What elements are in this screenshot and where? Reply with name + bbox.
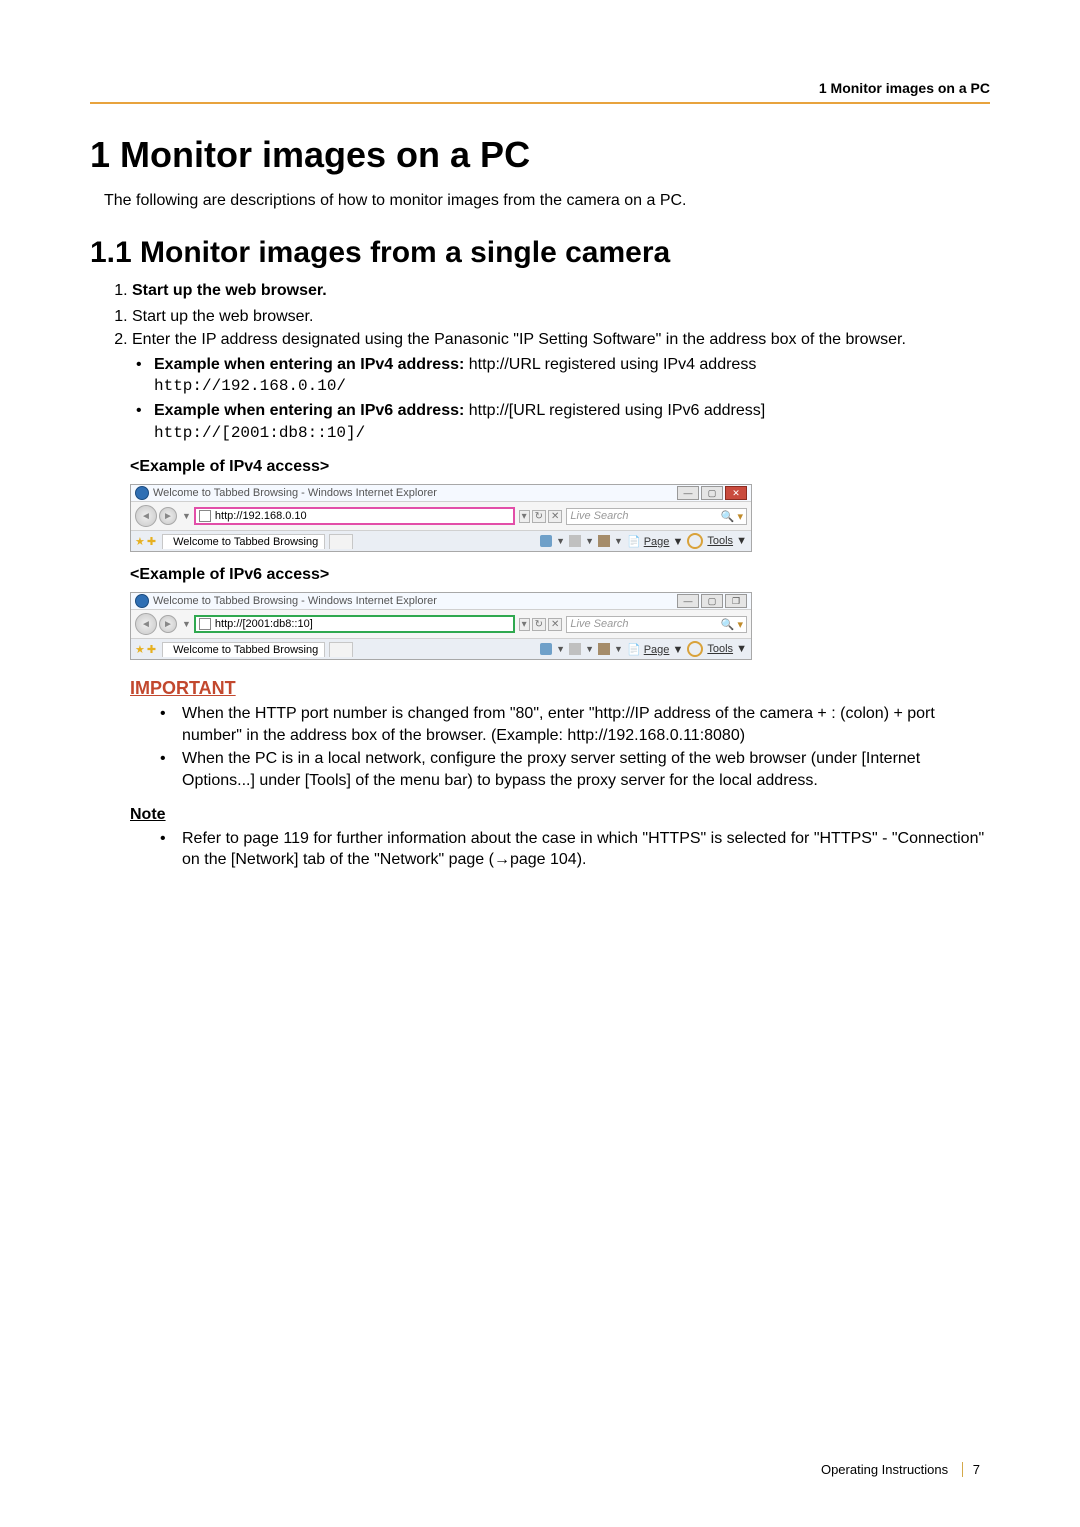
favorites-icon[interactable]: ★ <box>135 535 145 548</box>
window-buttons: — ▢ ✕ <box>677 486 747 500</box>
nav-dropdown[interactable]: ▼ <box>179 511 194 521</box>
back-button[interactable]: ◄ <box>135 505 157 527</box>
page-footer: Operating Instructions 7 <box>821 1462 990 1477</box>
new-tab-button[interactable] <box>329 534 353 549</box>
dropdown-icon[interactable]: ▾ <box>519 618 530 631</box>
stop-icon[interactable]: ✕ <box>548 618 562 631</box>
important-heading: IMPORTANT <box>130 678 990 699</box>
address-bar[interactable]: http://192.168.0.10 <box>194 507 515 525</box>
search-box[interactable]: Live Search 🔍 ▾ <box>566 508 747 525</box>
maximize-button[interactable]: ▢ <box>701 486 723 500</box>
window-title: Welcome to Tabbed Browsing - Windows Int… <box>153 487 677 499</box>
print-icon[interactable] <box>598 535 610 547</box>
refresh-icon[interactable]: ↻ <box>532 510 546 523</box>
tools-menu[interactable]: Tools ▼ <box>707 535 747 547</box>
ordered-steps: Start up the web browser. Enter the IP a… <box>104 306 990 445</box>
refresh-icon[interactable]: ↻ <box>532 618 546 631</box>
tab-label: Welcome to Tabbed Browsing <box>173 536 318 548</box>
forward-button[interactable]: ► <box>159 507 177 525</box>
add-favorites-icon[interactable]: ✚ <box>147 535 156 548</box>
page-icon <box>199 618 211 630</box>
titlebar: Welcome to Tabbed Browsing - Windows Int… <box>131 593 751 610</box>
tab-row: ★ ✚ Welcome to Tabbed Browsing ▼ ▼ ▼ 📄 P… <box>131 639 751 659</box>
browser-tab[interactable]: Welcome to Tabbed Browsing <box>162 534 325 549</box>
window-title: Welcome to Tabbed Browsing - Windows Int… <box>153 595 677 607</box>
add-favorites-icon[interactable]: ✚ <box>147 643 156 656</box>
ipv4-example-line: Example when entering an IPv4 address: h… <box>154 354 990 398</box>
page-icon <box>199 510 211 522</box>
address-controls: ▾ ↻ ✕ <box>519 618 563 631</box>
url-text: http://192.168.0.10 <box>215 510 307 522</box>
note-list: Refer to page 119 for further informatio… <box>160 828 990 871</box>
step-1: Start up the web browser. /*placeholder*… <box>132 280 990 302</box>
ie-icon <box>135 594 149 608</box>
steps-list: Start up the web browser. /*placeholder*… <box>104 280 990 302</box>
note-item-1: Refer to page 119 for further informatio… <box>160 828 990 871</box>
maximize-button[interactable]: ▢ <box>701 594 723 608</box>
browser-tab[interactable]: Welcome to Tabbed Browsing <box>162 642 325 657</box>
ipv4-screenshot: Welcome to Tabbed Browsing - Windows Int… <box>130 484 752 552</box>
important-list: When the HTTP port number is changed fro… <box>160 703 990 791</box>
home-icon[interactable] <box>540 535 552 547</box>
back-button[interactable]: ◄ <box>135 613 157 635</box>
important-item-2: When the PC is in a local network, confi… <box>160 748 990 791</box>
home-icon[interactable] <box>540 643 552 655</box>
nav-dropdown[interactable]: ▼ <box>179 619 194 629</box>
toolbar: ▼ ▼ ▼ 📄 Page ▼ Tools ▼ <box>540 641 747 657</box>
tools-menu[interactable]: Tools ▼ <box>707 643 747 655</box>
page-menu[interactable]: 📄 Page ▼ <box>627 643 683 656</box>
ipv6-screenshot: Welcome to Tabbed Browsing - Windows Int… <box>130 592 752 660</box>
search-box[interactable]: Live Search 🔍 ▾ <box>566 616 747 633</box>
footer-text: Operating Instructions <box>821 1462 948 1477</box>
step-item-1: Start up the web browser. <box>132 306 990 328</box>
minimize-button[interactable]: — <box>677 594 699 608</box>
favorites-icon[interactable]: ★ <box>135 643 145 656</box>
search-placeholder: Live Search <box>570 510 628 522</box>
tab-label: Welcome to Tabbed Browsing <box>173 644 318 656</box>
forward-button[interactable]: ► <box>159 615 177 633</box>
address-row: ◄ ► ▼ http://192.168.0.10 ▾ ↻ ✕ Live Sea… <box>131 502 751 531</box>
intro-text: The following are descriptions of how to… <box>104 192 990 210</box>
search-icon[interactable]: 🔍 ▾ <box>721 510 743 523</box>
ipv6-example-line: Example when entering an IPv6 address: h… <box>154 400 990 444</box>
step2-sublist: Example when entering an IPv4 address: h… <box>132 354 990 444</box>
stop-icon[interactable]: ✕ <box>548 510 562 523</box>
dropdown-icon[interactable]: ▾ <box>519 510 530 523</box>
footer-page-number: 7 <box>962 1462 990 1477</box>
page-menu[interactable]: 📄 Page ▼ <box>627 535 683 548</box>
tools-icon[interactable] <box>687 641 703 657</box>
print-icon[interactable] <box>598 643 610 655</box>
running-header: 1 Monitor images on a PC <box>90 80 990 96</box>
url-text: http://[2001:db8::10] <box>215 618 313 630</box>
search-placeholder: Live Search <box>570 618 628 630</box>
important-item-1: When the HTTP port number is changed fro… <box>160 703 990 746</box>
restore-button[interactable]: ❐ <box>725 594 747 608</box>
header-divider <box>90 102 990 104</box>
ipv4-example-heading: <Example of IPv4 access> <box>130 458 990 476</box>
address-bar[interactable]: http://[2001:db8::10] <box>194 615 515 633</box>
address-row: ◄ ► ▼ http://[2001:db8::10] ▾ ↻ ✕ Live S… <box>131 610 751 639</box>
chapter-title: 1 Monitor images on a PC <box>90 134 990 176</box>
minimize-button[interactable]: — <box>677 486 699 500</box>
note-heading: Note <box>130 806 990 824</box>
close-button[interactable]: ✕ <box>725 486 747 500</box>
new-tab-button[interactable] <box>329 642 353 657</box>
titlebar: Welcome to Tabbed Browsing - Windows Int… <box>131 485 751 502</box>
ie-icon <box>135 486 149 500</box>
feed-icon[interactable] <box>569 643 581 655</box>
tab-row: ★ ✚ Welcome to Tabbed Browsing ▼ ▼ ▼ 📄 P… <box>131 531 751 551</box>
step-item-2: Enter the IP address designated using th… <box>132 329 990 444</box>
search-icon[interactable]: 🔍 ▾ <box>721 618 743 631</box>
tools-icon[interactable] <box>687 533 703 549</box>
toolbar: ▼ ▼ ▼ 📄 Page ▼ Tools ▼ <box>540 533 747 549</box>
feed-icon[interactable] <box>569 535 581 547</box>
ipv6-example-heading: <Example of IPv6 access> <box>130 566 990 584</box>
address-controls: ▾ ↻ ✕ <box>519 510 563 523</box>
section-title: 1.1 Monitor images from a single camera <box>90 236 990 270</box>
window-buttons: — ▢ ❐ <box>677 594 747 608</box>
